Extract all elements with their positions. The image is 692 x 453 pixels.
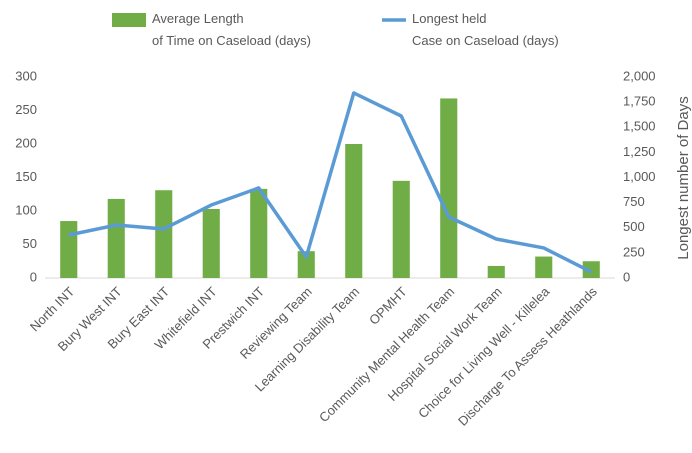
bar bbox=[250, 188, 268, 278]
y2-tick-label: 1,250 bbox=[623, 144, 656, 159]
y-tick-label: 50 bbox=[23, 236, 37, 251]
y-tick-label: 150 bbox=[15, 169, 37, 184]
bar bbox=[392, 180, 410, 278]
y2-tick-label: 1,000 bbox=[623, 169, 656, 184]
bar bbox=[297, 251, 315, 278]
legend-label: Average Length of Time on Caseload (days) bbox=[152, 11, 311, 48]
y-tick-label: 250 bbox=[15, 102, 37, 117]
y2-tick-label: 1,500 bbox=[623, 119, 656, 134]
y2-tick-label: 250 bbox=[623, 244, 645, 259]
legend-label: Longest held Case on Caseload (days) bbox=[412, 11, 559, 48]
y2-tick-label: 500 bbox=[623, 219, 645, 234]
bar bbox=[582, 261, 600, 278]
bar bbox=[60, 221, 78, 278]
y-tick-label: 0 bbox=[30, 269, 37, 284]
x-tick-label: North INT bbox=[27, 284, 77, 334]
legend-swatch bbox=[112, 13, 146, 27]
bar bbox=[440, 98, 458, 278]
bar bbox=[345, 144, 363, 278]
y2-tick-label: 2,000 bbox=[623, 68, 656, 83]
bar bbox=[155, 190, 173, 278]
bar bbox=[487, 265, 505, 278]
x-tick-label: OPMHT bbox=[366, 284, 410, 328]
y-tick-label: 100 bbox=[15, 202, 37, 217]
y2-tick-label: 1,750 bbox=[623, 94, 656, 109]
y2-tick-label: 0 bbox=[623, 269, 630, 284]
line bbox=[68, 91, 593, 274]
bar bbox=[535, 256, 553, 278]
bar bbox=[107, 198, 125, 278]
y2-tick-label: 750 bbox=[623, 194, 645, 209]
bar bbox=[202, 208, 220, 278]
y2-axis-title: Longest number of Days bbox=[675, 96, 692, 259]
y-tick-label: 200 bbox=[15, 135, 37, 150]
y-tick-label: 300 bbox=[15, 68, 37, 83]
